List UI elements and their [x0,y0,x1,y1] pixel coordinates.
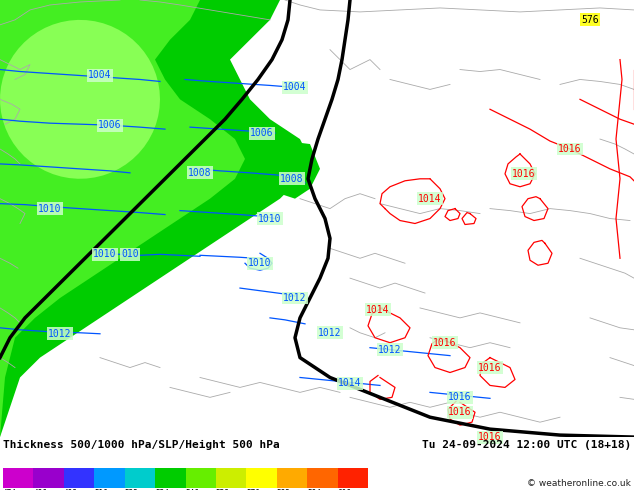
Bar [277,468,307,488]
Bar [125,468,155,488]
Text: 498: 498 [64,489,78,490]
Text: 522: 522 [125,489,139,490]
Text: 546: 546 [186,489,199,490]
Text: 1010: 1010 [249,258,272,268]
Text: 1016: 1016 [559,144,582,154]
Text: 510: 510 [94,489,108,490]
Text: Tu 24-09-2024 12:00 UTC (18+18): Tu 24-09-2024 12:00 UTC (18+18) [422,440,631,450]
Text: 1010: 1010 [93,249,117,259]
Text: 570: 570 [247,489,260,490]
Text: 1016: 1016 [448,407,472,417]
Text: 1016: 1016 [512,169,536,179]
Text: 1016: 1016 [433,338,456,348]
Text: 1016: 1016 [478,363,501,372]
Text: 534: 534 [155,489,169,490]
Text: 576: 576 [581,15,598,25]
Text: 1012: 1012 [48,329,72,339]
Bar [34,468,64,488]
Text: © weatheronline.co.uk: © weatheronline.co.uk [527,479,631,488]
Polygon shape [255,139,320,198]
Text: 1014: 1014 [366,305,390,315]
Bar [94,468,125,488]
Text: 1006: 1006 [250,128,274,138]
Text: 486: 486 [34,489,48,490]
Text: 1016: 1016 [478,432,501,442]
Text: 1016: 1016 [448,392,472,402]
Bar [155,468,186,488]
Text: 1008: 1008 [188,168,212,178]
Bar [337,468,368,488]
Text: 606: 606 [337,489,351,490]
Polygon shape [0,0,310,437]
Text: 582: 582 [277,489,290,490]
Polygon shape [0,20,160,179]
Bar [307,468,337,488]
Text: 1010: 1010 [258,214,281,223]
Polygon shape [0,0,245,437]
Text: 1010: 1010 [38,204,61,214]
Text: 558: 558 [216,489,230,490]
Text: 1012: 1012 [378,344,402,355]
Text: 1004: 1004 [88,71,112,80]
Text: 010: 010 [121,249,139,259]
Bar [216,468,247,488]
Bar [3,468,34,488]
Text: 1004: 1004 [283,82,307,93]
Text: 1008: 1008 [280,174,304,184]
Bar [186,468,216,488]
Bar [64,468,94,488]
Text: 1014: 1014 [339,378,362,389]
Text: 1006: 1006 [98,120,122,130]
Text: 474: 474 [3,489,17,490]
Text: 1012: 1012 [283,293,307,303]
Text: 1014: 1014 [418,194,442,204]
Text: 594: 594 [307,489,321,490]
Text: Thickness 500/1000 hPa/SLP/Height 500 hPa: Thickness 500/1000 hPa/SLP/Height 500 hP… [3,440,280,450]
Text: 1012: 1012 [318,328,342,338]
Bar [247,468,277,488]
